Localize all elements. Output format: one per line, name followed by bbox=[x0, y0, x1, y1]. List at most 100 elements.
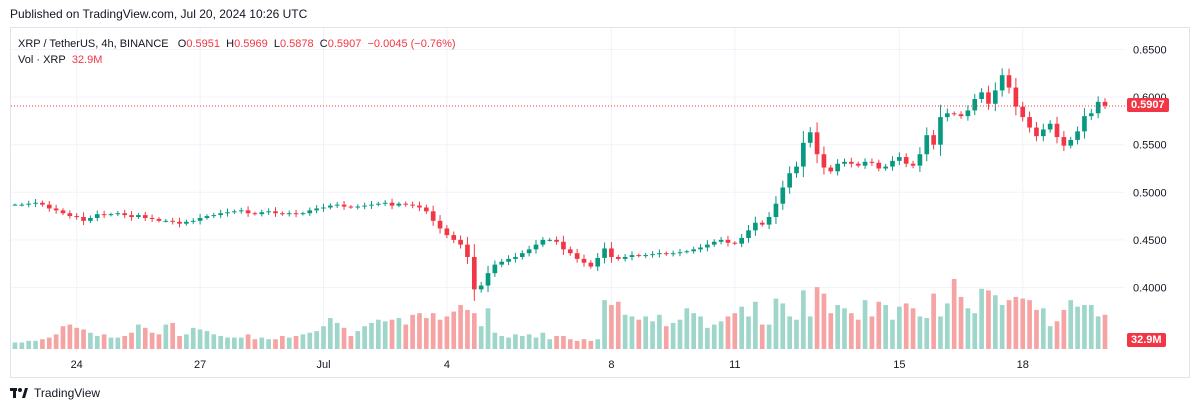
volume-bar bbox=[362, 326, 367, 349]
candle-body bbox=[1082, 116, 1087, 132]
candle-body bbox=[177, 221, 182, 224]
candle-body bbox=[81, 217, 86, 221]
volume-bar bbox=[225, 337, 230, 349]
volume-bar bbox=[437, 319, 443, 349]
candle-body bbox=[218, 213, 223, 216]
volume-bar bbox=[369, 322, 374, 349]
volume-bar bbox=[218, 335, 223, 349]
tradingview-brand[interactable]: TradingView bbox=[10, 386, 100, 400]
volume-bar bbox=[862, 300, 868, 349]
candle-body bbox=[759, 222, 765, 225]
volume-bar bbox=[657, 314, 662, 349]
volume-bar bbox=[540, 332, 546, 349]
candle-body bbox=[108, 214, 114, 216]
candle-body bbox=[430, 211, 436, 221]
open-value: 0.5951 bbox=[186, 38, 220, 50]
volume-bar bbox=[684, 308, 690, 349]
candle-body bbox=[33, 202, 38, 204]
volume-bar bbox=[677, 319, 683, 349]
last-volume-tag: 32.9M bbox=[1127, 333, 1166, 347]
candle-body bbox=[705, 244, 710, 248]
volume-bar bbox=[458, 305, 463, 349]
candle-body bbox=[828, 167, 834, 172]
volume-bar bbox=[924, 318, 930, 349]
volume-bar bbox=[184, 334, 189, 349]
volume-bar bbox=[636, 319, 642, 349]
candle-body bbox=[396, 203, 402, 206]
volume-bar bbox=[595, 339, 601, 349]
candle-body bbox=[40, 202, 45, 205]
candle-body bbox=[602, 248, 607, 258]
candle-body bbox=[938, 117, 943, 145]
volume-bar bbox=[1034, 309, 1039, 349]
volume-bar bbox=[855, 319, 861, 349]
candle-body bbox=[376, 203, 381, 205]
volume-bar bbox=[417, 313, 422, 349]
close-value: 0.5907 bbox=[327, 38, 362, 50]
candle-body bbox=[513, 256, 518, 259]
candle-body bbox=[88, 217, 93, 221]
candle-body bbox=[965, 110, 971, 117]
close-label: C bbox=[319, 38, 328, 50]
volume-bar bbox=[705, 327, 710, 349]
volume-bar bbox=[430, 313, 436, 349]
candle-body bbox=[999, 75, 1005, 91]
volume-bar bbox=[698, 316, 703, 349]
volume-bar bbox=[883, 305, 888, 349]
volume-bar bbox=[622, 314, 628, 349]
candle-body bbox=[581, 258, 587, 263]
candle-body bbox=[499, 261, 505, 265]
candle-body bbox=[526, 249, 532, 254]
candle-body bbox=[19, 204, 25, 206]
candle-body bbox=[622, 256, 628, 259]
x-tick-label: 4 bbox=[444, 359, 450, 371]
candle-body bbox=[1047, 123, 1053, 130]
volume-bar bbox=[115, 337, 121, 349]
candle-body bbox=[753, 222, 758, 231]
volume-bar bbox=[136, 324, 141, 349]
candle-body bbox=[341, 204, 347, 207]
candle-body bbox=[883, 166, 888, 169]
x-tick-label: 15 bbox=[893, 359, 905, 371]
volume-bar bbox=[307, 332, 313, 349]
candle-body bbox=[698, 247, 703, 250]
candle-body bbox=[259, 212, 265, 215]
volume-bar bbox=[533, 337, 539, 349]
volume-bar bbox=[53, 334, 59, 349]
candle-body bbox=[890, 160, 895, 167]
volume-bar bbox=[574, 340, 580, 349]
volume-bar bbox=[300, 334, 306, 349]
candle-body bbox=[629, 255, 635, 257]
volume-bar bbox=[643, 316, 649, 349]
candle-body bbox=[444, 228, 450, 236]
chart-frame[interactable] bbox=[10, 27, 1190, 378]
candle-body bbox=[992, 90, 998, 104]
volume-bar bbox=[718, 321, 724, 349]
low-label: L bbox=[273, 38, 280, 50]
volume-bar bbox=[958, 296, 964, 349]
volume-bar bbox=[1020, 298, 1026, 349]
candle-body bbox=[519, 253, 525, 257]
candle-body bbox=[794, 166, 799, 174]
candle-body bbox=[684, 251, 690, 253]
volume-bar bbox=[280, 335, 285, 349]
x-tick-label: 18 bbox=[1017, 359, 1029, 371]
candle-body bbox=[136, 215, 141, 218]
volume-bar bbox=[753, 301, 758, 349]
candle-body bbox=[149, 217, 155, 219]
volume-bar bbox=[759, 324, 765, 349]
volume-bar bbox=[74, 327, 80, 349]
candle-body bbox=[458, 239, 463, 245]
candle-body bbox=[814, 132, 820, 155]
volume-bar bbox=[396, 318, 402, 349]
candle-body bbox=[184, 221, 189, 224]
candle-body bbox=[67, 213, 73, 217]
volume-bar bbox=[732, 313, 738, 349]
volume-bar bbox=[691, 313, 697, 349]
candle-body bbox=[609, 248, 614, 257]
volume-bar bbox=[197, 329, 203, 349]
volume-bar bbox=[629, 316, 635, 349]
candle-body bbox=[1013, 87, 1019, 107]
candle-body bbox=[636, 255, 642, 257]
